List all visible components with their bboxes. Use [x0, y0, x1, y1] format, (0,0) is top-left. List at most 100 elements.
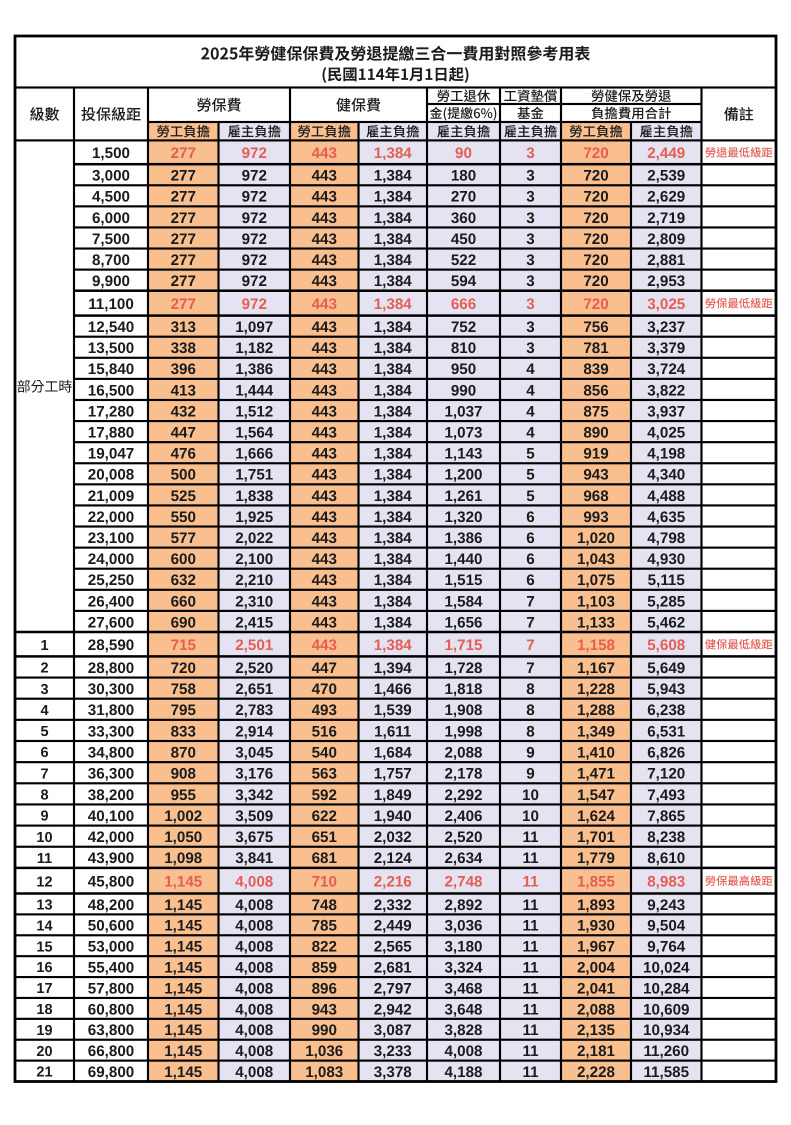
- svg-text:11: 11: [522, 918, 539, 935]
- svg-text:8,238: 8,238: [647, 829, 685, 846]
- svg-text:1,666: 1,666: [235, 446, 273, 463]
- svg-text:22,000: 22,000: [88, 509, 134, 526]
- svg-text:950: 950: [451, 361, 476, 378]
- svg-text:1,908: 1,908: [444, 702, 482, 719]
- svg-text:1,167: 1,167: [577, 660, 615, 677]
- svg-text:2,406: 2,406: [444, 808, 482, 825]
- svg-text:3,378: 3,378: [374, 1064, 412, 1081]
- svg-text:25,250: 25,250: [88, 572, 134, 589]
- svg-text:42,000: 42,000: [88, 829, 134, 846]
- svg-text:3: 3: [526, 340, 534, 357]
- svg-text:1,384: 1,384: [374, 425, 413, 442]
- svg-text:1,384: 1,384: [374, 252, 413, 269]
- svg-text:3,045: 3,045: [235, 744, 274, 761]
- svg-text:1,410: 1,410: [577, 744, 615, 761]
- svg-text:4,198: 4,198: [647, 446, 685, 463]
- svg-text:4,008: 4,008: [235, 918, 273, 935]
- svg-text:443: 443: [312, 382, 337, 399]
- svg-text:1,145: 1,145: [164, 939, 203, 956]
- svg-text:443: 443: [312, 231, 337, 248]
- svg-text:2,449: 2,449: [647, 145, 685, 162]
- svg-text:1,228: 1,228: [577, 681, 615, 698]
- svg-text:476: 476: [171, 446, 196, 463]
- svg-text:1,384: 1,384: [374, 593, 413, 610]
- svg-text:833: 833: [171, 723, 196, 740]
- svg-text:3,233: 3,233: [374, 1043, 412, 1060]
- svg-text:443: 443: [312, 168, 337, 185]
- svg-text:4: 4: [526, 403, 535, 420]
- svg-text:1,384: 1,384: [374, 189, 413, 206]
- svg-text:720: 720: [583, 231, 608, 248]
- svg-text:2,809: 2,809: [647, 231, 685, 248]
- svg-text:4: 4: [526, 425, 535, 442]
- svg-text:1,384: 1,384: [374, 210, 413, 227]
- svg-text:2,501: 2,501: [235, 637, 274, 654]
- svg-text:7: 7: [526, 593, 534, 610]
- svg-text:943: 943: [312, 1001, 337, 1018]
- svg-text:3,087: 3,087: [374, 1022, 412, 1039]
- svg-text:4,008: 4,008: [444, 1043, 482, 1060]
- svg-text:2,797: 2,797: [374, 980, 412, 997]
- svg-text:10,934: 10,934: [643, 1022, 690, 1039]
- svg-text:7,120: 7,120: [647, 766, 685, 783]
- svg-text:1,998: 1,998: [444, 723, 482, 740]
- svg-text:10: 10: [522, 808, 539, 825]
- svg-text:856: 856: [583, 382, 608, 399]
- svg-text:19,047: 19,047: [88, 446, 134, 463]
- svg-text:622: 622: [312, 808, 337, 825]
- svg-text:632: 632: [171, 572, 196, 589]
- svg-text:270: 270: [451, 189, 476, 206]
- svg-text:752: 752: [451, 319, 476, 336]
- svg-text:859: 859: [312, 960, 337, 977]
- svg-text:20: 20: [36, 1044, 52, 1060]
- svg-text:1,320: 1,320: [444, 509, 482, 526]
- svg-text:12,540: 12,540: [88, 319, 134, 336]
- svg-text:972: 972: [242, 296, 267, 313]
- svg-text:443: 443: [312, 614, 337, 631]
- svg-text:9: 9: [40, 809, 48, 825]
- svg-text:4,008: 4,008: [235, 939, 273, 956]
- svg-text:493: 493: [312, 702, 337, 719]
- svg-text:1,384: 1,384: [374, 467, 413, 484]
- svg-text:360: 360: [451, 210, 476, 227]
- svg-text:443: 443: [312, 296, 337, 313]
- svg-text:443: 443: [312, 403, 337, 420]
- svg-text:443: 443: [312, 467, 337, 484]
- svg-text:443: 443: [312, 572, 337, 589]
- svg-text:11: 11: [522, 874, 539, 891]
- svg-text:413: 413: [171, 382, 196, 399]
- svg-text:470: 470: [312, 681, 337, 698]
- svg-text:9: 9: [526, 766, 534, 783]
- svg-text:2,520: 2,520: [444, 829, 482, 846]
- svg-text:550: 550: [171, 509, 196, 526]
- svg-text:1,539: 1,539: [374, 702, 412, 719]
- svg-text:2,719: 2,719: [647, 210, 685, 227]
- svg-text:11: 11: [522, 897, 539, 914]
- svg-text:715: 715: [171, 637, 197, 654]
- svg-text:443: 443: [312, 425, 337, 442]
- svg-text:277: 277: [171, 273, 196, 290]
- svg-text:443: 443: [312, 319, 337, 336]
- svg-text:2,088: 2,088: [577, 1001, 615, 1018]
- svg-text:19: 19: [36, 1023, 52, 1039]
- svg-text:1,624: 1,624: [577, 808, 616, 825]
- svg-text:1,940: 1,940: [374, 808, 412, 825]
- svg-text:1,145: 1,145: [164, 897, 203, 914]
- svg-text:3,828: 3,828: [444, 1022, 482, 1039]
- svg-text:5,462: 5,462: [647, 614, 685, 631]
- svg-text:28,800: 28,800: [88, 660, 134, 677]
- svg-text:919: 919: [583, 446, 608, 463]
- svg-text:443: 443: [312, 252, 337, 269]
- svg-text:7,865: 7,865: [647, 808, 686, 825]
- svg-text:1,584: 1,584: [444, 593, 483, 610]
- svg-text:21,009: 21,009: [88, 488, 134, 505]
- svg-text:10,609: 10,609: [643, 1001, 689, 1018]
- svg-text:53,000: 53,000: [88, 939, 134, 956]
- svg-text:1,384: 1,384: [374, 530, 413, 547]
- svg-text:3,036: 3,036: [444, 918, 482, 935]
- svg-text:8: 8: [526, 681, 534, 698]
- svg-text:2,216: 2,216: [374, 874, 412, 891]
- svg-text:1,143: 1,143: [444, 446, 482, 463]
- svg-text:660: 660: [171, 593, 196, 610]
- svg-text:447: 447: [312, 660, 337, 677]
